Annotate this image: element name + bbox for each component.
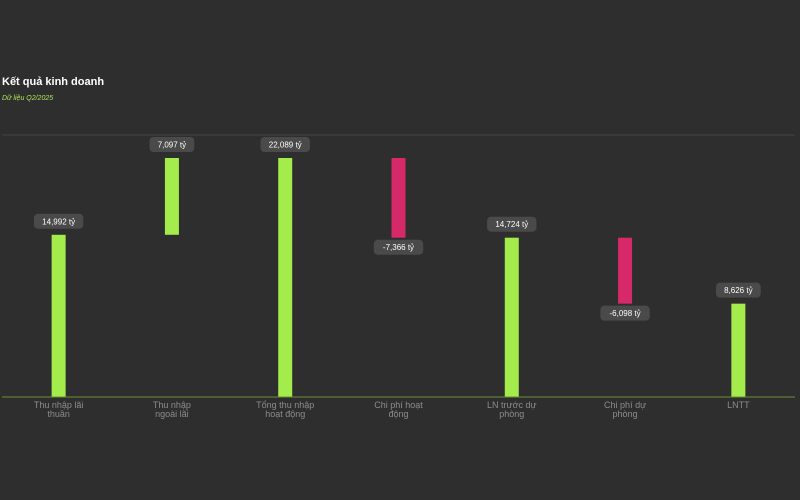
category-label-1-0: Thu nhập (153, 400, 191, 410)
category-label-0-0: Thu nhập lãi (34, 400, 84, 410)
value-label-bg-1 (149, 137, 195, 152)
value-label-bg-2 (260, 137, 310, 152)
value-label-2: 22,089 tỷ (269, 141, 302, 150)
bar-2 (278, 158, 293, 397)
category-label-0-1: thuần (47, 409, 70, 419)
bar-0 (51, 234, 66, 397)
category-label-3-1: động (388, 409, 408, 419)
value-label-6: 8,626 tỷ (724, 286, 752, 295)
category-label-3-0: Chi phí hoạt (374, 400, 423, 410)
bar-5 (618, 237, 633, 304)
value-label-bg-4 (487, 216, 537, 232)
value-label-5: -6,098 tỷ (610, 309, 641, 318)
category-label-6-0: LNTT (727, 400, 750, 410)
category-label-4-0: LN trước dự (487, 400, 536, 410)
bar-3 (391, 158, 406, 238)
chart-subtitle: Dữ liệu Q2/2025 (2, 95, 54, 102)
value-label-4: 14,724 tỷ (495, 220, 528, 229)
category-label-2-1: hoạt động (265, 409, 305, 419)
chart-title: Kết quả kinh doanh (2, 76, 105, 88)
value-label-bg-5 (600, 305, 650, 321)
bar-1 (164, 158, 179, 235)
bar-4 (504, 237, 519, 397)
value-label-3: -7,366 tỷ (383, 243, 414, 252)
value-label-1: 7,097 tỷ (158, 141, 186, 150)
value-label-0: 14,992 tỷ (42, 217, 75, 226)
value-label-bg-0 (33, 213, 84, 229)
category-label-5-1: phòng (613, 409, 638, 419)
value-label-bg-3 (373, 239, 424, 255)
category-label-5-0: Chi phí dự (604, 400, 646, 410)
value-label-bg-6 (715, 282, 761, 298)
bar-6 (731, 303, 746, 397)
category-label-4-1: phòng (499, 409, 524, 419)
category-label-2-0: Tổng thu nhập (256, 400, 314, 410)
category-label-1-1: ngoài lãi (155, 409, 189, 419)
